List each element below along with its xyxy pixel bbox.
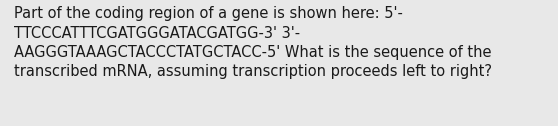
Text: Part of the coding region of a gene is shown here: 5'-
TTCCCATTTCGATGGGATACGATGG: Part of the coding region of a gene is s… — [14, 6, 492, 79]
